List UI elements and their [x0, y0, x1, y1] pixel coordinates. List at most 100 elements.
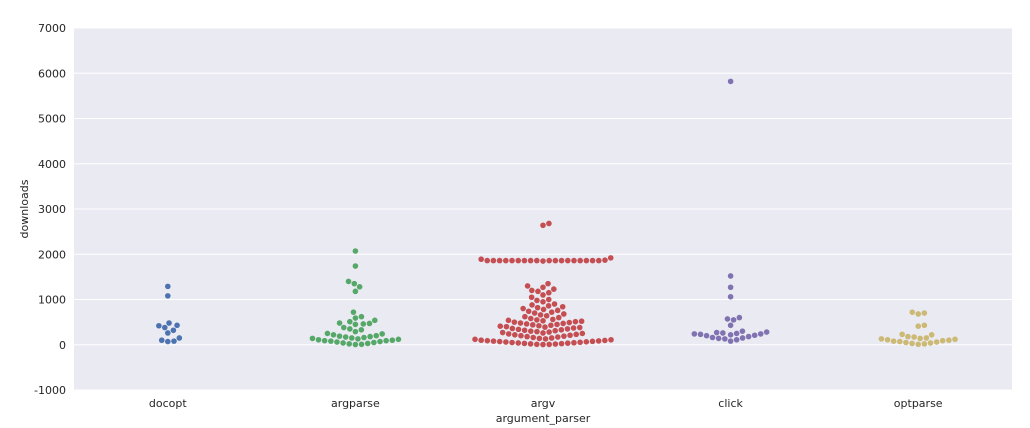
point-argv: [499, 329, 506, 336]
point-click: [727, 78, 734, 85]
point-argparse: [342, 334, 349, 340]
point-argv: [602, 257, 608, 263]
point-argparse: [336, 333, 343, 339]
point-click: [724, 316, 731, 322]
point-argv: [543, 312, 550, 319]
point-argparse: [377, 338, 383, 345]
point-argparse: [350, 309, 357, 315]
point-optparse: [921, 341, 928, 347]
point-argv: [523, 321, 530, 327]
point-argv: [540, 306, 547, 313]
point-argparse: [352, 328, 359, 335]
point-argv: [540, 298, 546, 305]
point-argparse: [347, 318, 353, 325]
point-argv: [509, 339, 515, 346]
point-argv: [503, 339, 509, 345]
point-argv: [548, 309, 555, 315]
point-argv: [558, 340, 565, 347]
y-tick-label: 1000: [38, 294, 66, 307]
point-argv: [529, 287, 535, 294]
point-argparse: [361, 334, 367, 341]
x-axis-label: argument_parser: [496, 412, 591, 425]
point-argparse: [340, 324, 347, 331]
point-click: [730, 317, 737, 323]
point-argv: [530, 334, 537, 341]
point-argv: [534, 257, 540, 264]
y-tick-label: 4000: [38, 158, 66, 171]
point-argv: [577, 339, 583, 346]
point-argv: [528, 294, 535, 301]
point-argv: [505, 331, 512, 337]
y-tick-label: 3000: [38, 203, 66, 216]
point-docopt: [170, 327, 177, 334]
y-tick-label: -1000: [34, 384, 66, 397]
point-argparse: [358, 327, 365, 333]
point-argv: [540, 317, 546, 324]
point-docopt: [166, 320, 172, 326]
point-argv: [608, 336, 614, 343]
point-argv: [558, 257, 565, 264]
point-argv: [536, 322, 542, 329]
point-argv: [546, 329, 552, 335]
point-argv: [503, 257, 509, 264]
point-argv: [555, 314, 562, 321]
point-argv: [521, 257, 528, 264]
point-argv: [583, 257, 590, 264]
point-click: [713, 329, 720, 336]
y-tick-label: 7000: [38, 22, 66, 35]
point-argv: [564, 326, 571, 332]
point-argv: [522, 313, 528, 320]
point-argv: [576, 324, 583, 331]
point-argv: [527, 328, 534, 334]
point-docopt: [165, 283, 171, 290]
point-argv: [551, 301, 558, 307]
point-argv: [509, 325, 516, 332]
point-argparse: [383, 337, 389, 344]
x-tick-label-docopt: docopt: [149, 397, 187, 410]
point-argparse: [336, 320, 343, 326]
point-argv: [517, 320, 524, 326]
point-optparse: [915, 341, 921, 348]
point-argv: [503, 323, 510, 330]
point-click: [727, 293, 734, 300]
point-argv: [496, 338, 503, 345]
point-optparse: [911, 334, 917, 340]
point-argparse: [352, 288, 359, 295]
point-argv: [560, 320, 566, 327]
point-click: [733, 330, 740, 337]
point-click: [751, 332, 758, 339]
point-argv: [571, 257, 577, 264]
point-click: [733, 336, 740, 343]
point-optparse: [905, 333, 911, 340]
point-optparse: [915, 323, 921, 329]
point-argv: [540, 222, 546, 229]
point-argparse: [373, 332, 380, 339]
point-argv: [515, 257, 522, 264]
point-argparse: [347, 326, 353, 332]
point-click: [709, 334, 716, 341]
point-optparse: [933, 339, 940, 345]
point-argv: [527, 257, 534, 264]
point-argparse: [345, 278, 352, 285]
x-tick-labels: docopt argparse argv click optparse: [149, 397, 943, 410]
x-tick-label-argparse: argparse: [331, 397, 380, 410]
point-argv: [578, 318, 585, 325]
point-click: [763, 329, 770, 335]
point-argv: [528, 315, 534, 322]
point-optparse: [878, 336, 885, 342]
point-argparse: [364, 340, 371, 347]
point-argv: [548, 322, 554, 329]
point-argparse: [358, 313, 365, 320]
point-argv: [540, 258, 546, 264]
point-argv: [550, 316, 556, 323]
point-argv: [595, 338, 602, 344]
point-argv: [566, 319, 573, 326]
point-argparse: [315, 336, 322, 343]
point-argv: [490, 257, 497, 264]
point-argv: [515, 326, 522, 333]
point-argv: [554, 307, 561, 314]
point-argv: [589, 338, 596, 345]
point-optparse: [939, 337, 946, 344]
point-docopt: [165, 293, 171, 299]
point-argv: [490, 338, 497, 344]
